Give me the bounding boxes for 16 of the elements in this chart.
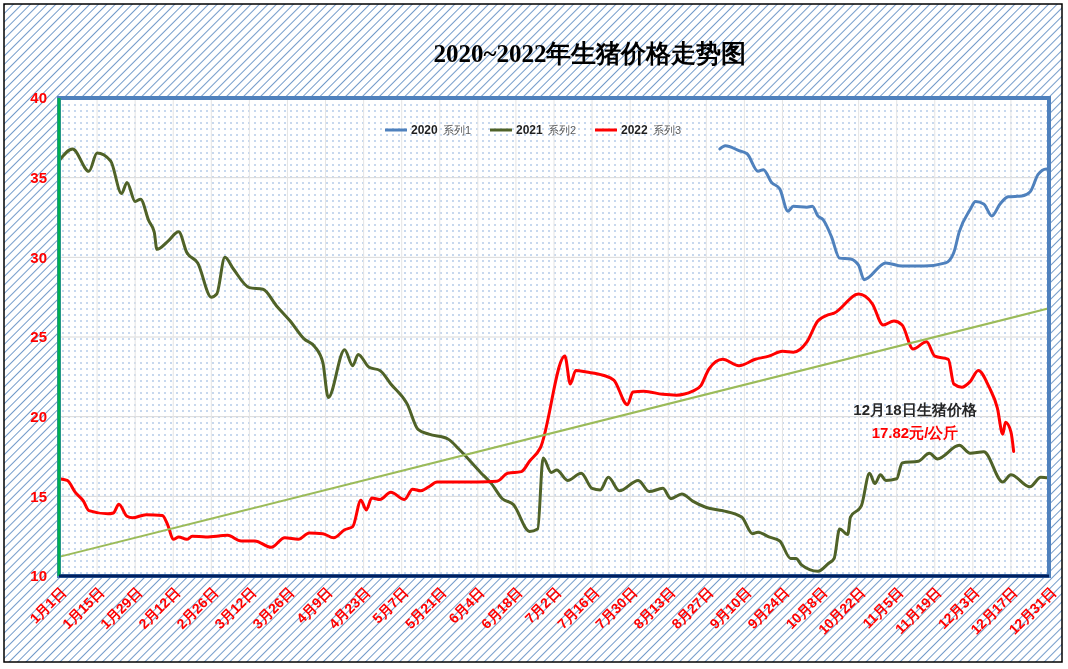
y-tick-label: 20 <box>30 407 47 425</box>
annotation: 系列2 <box>548 123 577 136</box>
annotation: 17.82元/公斤 <box>871 424 959 441</box>
legend-label: 2020 <box>411 123 439 138</box>
y-tick-label: 40 <box>30 89 47 107</box>
annotation: 12月18日生猪价格 <box>853 401 978 418</box>
legend-label: 2022 <box>621 123 649 138</box>
annotation: 系列1 <box>443 123 472 136</box>
legend-label: 2021 <box>516 123 544 138</box>
y-tick-label: 10 <box>30 567 47 585</box>
y-tick-label: 15 <box>30 487 47 505</box>
annotation: 系列3 <box>653 123 682 136</box>
chart-title: 2020~2022年生猪价格走势图 <box>433 40 747 67</box>
y-tick-label: 35 <box>30 168 47 186</box>
y-tick-label: 30 <box>30 248 47 266</box>
y-tick-label: 25 <box>30 328 47 346</box>
